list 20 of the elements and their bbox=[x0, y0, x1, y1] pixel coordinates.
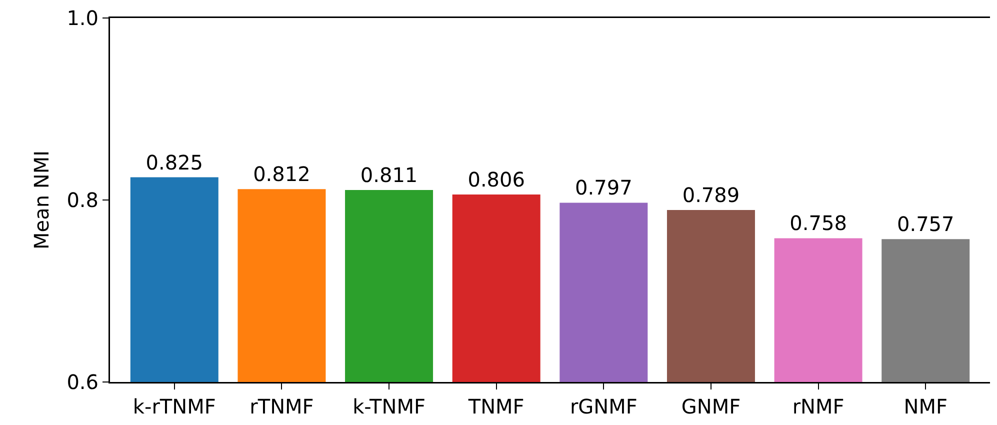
y-axis-title: Mean NMI bbox=[29, 150, 54, 250]
data-label: 0.757 bbox=[896, 212, 954, 236]
data-label: 0.806 bbox=[468, 168, 525, 192]
data-label: 0.812 bbox=[253, 162, 310, 186]
data-label: 0.797 bbox=[575, 176, 632, 200]
y-tick-label: 0.8 bbox=[66, 188, 98, 212]
data-label: 0.825 bbox=[146, 150, 204, 174]
data-label: 0.811 bbox=[360, 162, 418, 187]
data-label: 0.789 bbox=[682, 183, 740, 208]
x-tick-label: k-TNMF bbox=[352, 394, 426, 418]
x-tick-label: TNMF bbox=[467, 394, 524, 418]
x-tick-label: GNMF bbox=[681, 394, 741, 418]
x-tick-label: rGNMF bbox=[570, 394, 638, 418]
x-tick-label: rNMF bbox=[792, 394, 844, 418]
y-tick-label: 0.6 bbox=[66, 370, 98, 394]
data-label: 0.758 bbox=[790, 211, 847, 236]
x-tick-label: k-rTNMF bbox=[132, 394, 216, 418]
x-tick-label: NMF bbox=[904, 394, 948, 418]
x-tick-label: rTNMF bbox=[250, 394, 314, 418]
y-tick-label: 1.0 bbox=[66, 6, 98, 30]
